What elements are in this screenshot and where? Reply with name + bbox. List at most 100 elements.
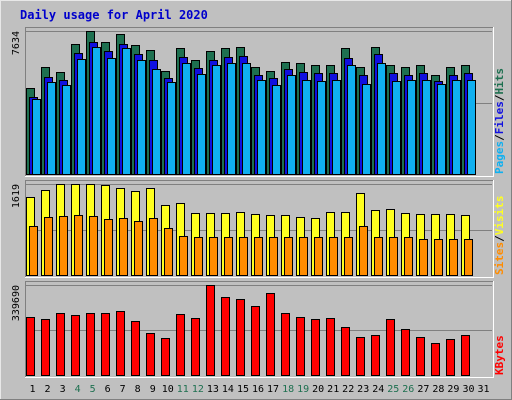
legend-hits-files-pages: Pages/Files/Hits [493,68,506,174]
bar-kbytes-24 [371,335,380,376]
bar-pages-23 [362,84,371,175]
bar-kbytes-9 [146,333,155,376]
bar-sites-14 [224,237,233,276]
x-tick-label-29: 29 [447,384,459,395]
bar-kbytes-21 [326,318,335,376]
bar-sites-17 [269,237,278,276]
bar-kbytes-17 [266,293,275,376]
bar-sites-1 [29,226,38,276]
bar-pages-17 [272,85,281,175]
x-tick-label-24: 24 [372,384,384,395]
legend-entry-hits: Hits [493,68,506,95]
x-tick-label-19: 19 [297,384,309,395]
bar-kbytes-6 [101,313,110,376]
bar-kbytes-11 [176,314,185,376]
x-tick-label-2: 2 [44,384,50,395]
legend-entry-visits: Visits [493,196,506,236]
x-tick-label-21: 21 [327,384,339,395]
x-tick-label-30: 30 [462,384,474,395]
bar-pages-9 [152,69,161,175]
x-tick-label-8: 8 [135,384,141,395]
x-tick-label-9: 9 [150,384,156,395]
x-tick-label-6: 6 [105,384,111,395]
x-tick-label-22: 22 [342,384,354,395]
legend-separator: / [493,134,506,141]
bar-pages-7 [122,48,131,175]
bar-pages-16 [257,80,266,175]
bar-sites-9 [149,218,158,276]
bar-pages-2 [47,82,56,175]
bar-sites-19 [299,237,308,276]
bar-pages-22 [347,65,356,175]
bar-sites-11 [179,236,188,276]
x-tick-label-28: 28 [432,384,444,395]
chart-panels: 7634Pages/Files/Hits1619Sites/Visits3396… [11,27,506,378]
bar-kbytes-30 [461,335,470,376]
bar-kbytes-23 [356,337,365,376]
legend-separator: / [493,235,506,242]
legend-entry-files: Files [493,101,506,134]
bar-kbytes-3 [56,313,65,376]
bar-pages-15 [242,63,251,175]
bar-kbytes-2 [41,319,50,376]
bar-sites-20 [314,237,323,276]
bar-pages-4 [77,59,86,175]
y-tick-label: 339690 [11,285,22,321]
bar-kbytes-20 [311,319,320,376]
bar-pages-3 [62,85,71,175]
bar-kbytes-1 [26,317,35,376]
bar-pages-29 [452,80,461,175]
x-tick-label-26: 26 [402,384,414,395]
bar-kbytes-5 [86,313,95,376]
bar-kbytes-25 [386,319,395,376]
y-tick-label: 7634 [11,31,22,55]
bar-sites-22 [344,237,353,276]
bar-sites-2 [44,217,53,276]
bar-sites-21 [329,237,338,276]
x-axis-labels: 1 2 3 4 5 6 7 8 9 10 11 12 13 14 15 16 17 18 19 20 21 22 23 24 2… [29,384,489,395]
bar-sites-30 [464,239,473,276]
bar-pages-21 [332,80,341,175]
bar-kbytes-18 [281,313,290,376]
x-tick-label-10: 10 [162,384,174,395]
bar-kbytes-14 [221,297,230,376]
x-tick-label-4: 4 [75,384,81,395]
bar-sites-4 [74,215,83,276]
bar-kbytes-26 [401,329,410,376]
x-tick-label-3: 3 [60,384,66,395]
x-tick-label-13: 13 [207,384,219,395]
bar-sites-7 [119,218,128,276]
x-tick-label-15: 15 [237,384,249,395]
y-tick-label: 1619 [11,184,22,208]
bar-pages-5 [92,47,101,175]
x-tick-label-7: 7 [120,384,126,395]
bar-kbytes-27 [416,337,425,376]
bar-pages-18 [287,75,296,175]
bar-kbytes-19 [296,317,305,376]
bar-pages-26 [407,80,416,175]
bar-pages-13 [212,65,221,175]
bar-sites-27 [419,239,428,276]
x-tick-label-17: 17 [267,384,279,395]
bar-sites-23 [359,226,368,276]
bar-kbytes-13 [206,285,215,376]
panel-hits-files-pages: 7634 Pages/Files/Hits [11,27,506,177]
legend-separator: / [493,94,506,101]
bar-pages-12 [197,74,206,175]
bar-kbytes-15 [236,299,245,376]
bar-pages-25 [392,81,401,175]
bar-kbytes-22 [341,327,350,376]
x-tick-label-25: 25 [387,384,399,395]
bar-sites-10 [164,228,173,276]
x-tick-label-27: 27 [417,384,429,395]
x-tick-label-5: 5 [90,384,96,395]
bar-pages-19 [302,80,311,175]
x-tick-label-1: 1 [29,384,35,395]
bar-pages-14 [227,63,236,175]
x-tick-label-16: 16 [252,384,264,395]
legend-kbytes: KBytes [493,335,506,375]
x-tick-label-11: 11 [177,384,189,395]
bar-pages-24 [377,63,386,175]
bar-pages-11 [182,63,191,175]
